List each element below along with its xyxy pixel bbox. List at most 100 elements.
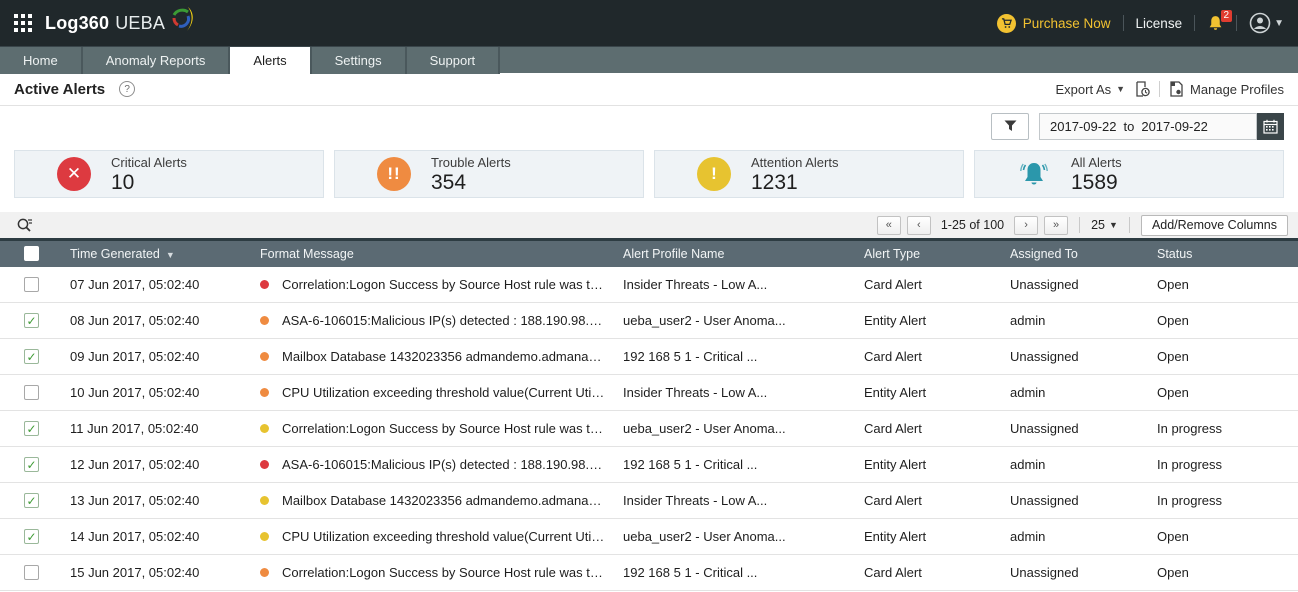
tab-support[interactable]: Support: [406, 47, 501, 74]
next-page-button[interactable]: ›: [1014, 215, 1039, 235]
card-label: Trouble Alerts: [431, 154, 511, 170]
alert-profile-cell: ueba_user2 - User Anoma...: [623, 421, 786, 436]
severity-dot-icon: [260, 460, 269, 469]
status-cell: Open: [1157, 276, 1189, 292]
severity-dot-icon: [260, 496, 269, 505]
date-range-group: 2017-09-22 to 2017-09-22: [1039, 112, 1284, 140]
help-icon[interactable]: ?: [119, 81, 136, 97]
severity-dot-icon: [260, 568, 269, 577]
time-generated-cell: 13 Jun 2017, 05:02:40: [70, 493, 200, 508]
tab-label: Anomaly Reports: [105, 53, 206, 68]
tab-home[interactable]: Home: [0, 47, 83, 74]
row-checkbox[interactable]: ✓: [24, 565, 39, 580]
manage-profiles-button[interactable]: Manage Profiles: [1169, 81, 1284, 97]
format-message-cell[interactable]: CPU Utilization exceeding threshold valu…: [238, 519, 606, 555]
tab-anomaly-reports[interactable]: Anomaly Reports: [82, 47, 231, 74]
row-checkbox[interactable]: ✓: [24, 493, 39, 508]
time-generated-cell: 12 Jun 2017, 05:02:40: [70, 457, 200, 472]
add-remove-columns-button[interactable]: Add/Remove Columns: [1140, 214, 1288, 236]
chevron-down-icon: ▼: [1116, 84, 1126, 94]
tab-settings[interactable]: Settings: [311, 47, 407, 74]
trouble-alerts-card[interactable]: !! Trouble Alerts 354: [334, 150, 644, 198]
table-row: ✓ 13 Jun 2017, 05:02:40 Mailbox Database…: [0, 482, 1298, 519]
tab-alerts[interactable]: Alerts: [230, 47, 312, 74]
row-checkbox[interactable]: ✓: [24, 421, 39, 436]
alert-summary-cards: ✕ Critical Alerts 10 !! Trouble Alerts 3…: [14, 150, 1284, 198]
table-row: ✓ 14 Jun 2017, 05:02:40 CPU Utilization …: [0, 518, 1298, 555]
pagination-range: 1-25 of 100: [940, 218, 1005, 232]
format-message-cell[interactable]: Mailbox Database 1432023356 admandemo.ad…: [238, 483, 606, 519]
column-header-assigned[interactable]: Assigned To: [1010, 246, 1078, 261]
format-message-cell[interactable]: CPU Utilization exceeding threshold valu…: [238, 375, 606, 411]
column-header-message[interactable]: Format Message: [260, 246, 354, 261]
status-cell: Open: [1157, 565, 1189, 580]
filter-button[interactable]: [991, 112, 1029, 140]
alert-type-cell: Card Alert: [864, 493, 922, 508]
format-message-cell[interactable]: Mailbox Database 1432023356 admandemo.ad…: [238, 339, 606, 375]
cart-icon: [996, 13, 1016, 33]
critical-alerts-card[interactable]: ✕ Critical Alerts 10: [14, 150, 324, 198]
all-alerts-card[interactable]: All Alerts 1589: [974, 150, 1284, 198]
column-header-profile[interactable]: Alert Profile Name: [623, 246, 725, 261]
top-bar: Log360 UEBA Purchase Now License 2: [0, 0, 1298, 46]
row-checkbox[interactable]: ✓: [24, 276, 39, 292]
purchase-now-label: Purchase Now: [1022, 15, 1111, 31]
row-checkbox[interactable]: ✓: [24, 313, 39, 328]
schedule-report-icon[interactable]: [1134, 81, 1150, 97]
license-button[interactable]: License: [1135, 15, 1183, 31]
app-suffix: UEBA: [115, 12, 166, 33]
calendar-button[interactable]: [1257, 112, 1284, 140]
assigned-to-cell: Unassigned: [1010, 565, 1079, 580]
chevron-down-icon: ▼: [1109, 220, 1118, 230]
alert-profile-cell: Insider Threats - Low A...: [623, 385, 768, 400]
format-message-cell[interactable]: ASA-6-106015:Malicious IP(s) detected : …: [238, 303, 606, 339]
severity-dot-icon: [260, 388, 269, 397]
time-generated-cell: 15 Jun 2017, 05:02:40: [70, 565, 200, 580]
user-menu[interactable]: ▼: [1249, 12, 1284, 34]
select-all-checkbox[interactable]: [24, 246, 39, 262]
export-as-dropdown[interactable]: Export As ▼: [1055, 82, 1125, 97]
search-icon[interactable]: [16, 217, 33, 233]
toolbar-divider: [1128, 217, 1130, 233]
row-checkbox[interactable]: ✓: [24, 349, 39, 364]
assigned-to-cell: Unassigned: [1010, 421, 1079, 436]
format-message-cell[interactable]: Correlation:Logon Success by Source Host…: [238, 411, 606, 447]
card-value: 10: [111, 170, 135, 194]
date-range-input[interactable]: 2017-09-22 to 2017-09-22: [1039, 112, 1257, 140]
page-size-dropdown[interactable]: 25 ▼: [1091, 218, 1118, 232]
attention-alerts-card[interactable]: ! Attention Alerts 1231: [654, 150, 964, 198]
assigned-to-cell: admin: [1010, 529, 1046, 544]
last-page-button[interactable]: »: [1044, 215, 1069, 235]
alert-profile-cell: Insider Threats - Low A...: [623, 276, 768, 292]
row-checkbox[interactable]: ✓: [24, 529, 39, 544]
card-label: Critical Alerts: [111, 154, 187, 170]
date-to: 2017-09-22: [1141, 118, 1208, 134]
topbar-divider: [1122, 15, 1124, 31]
first-page-button[interactable]: «: [876, 215, 901, 235]
severity-dot-icon: [260, 279, 269, 289]
format-message-cell[interactable]: ASA-6-106015:Malicious IP(s) detected : …: [238, 447, 606, 483]
notifications-bell-icon[interactable]: 2: [1207, 9, 1233, 32]
app-launcher-icon[interactable]: [14, 13, 33, 33]
logo-swoosh-icon: [172, 7, 193, 31]
chevron-down-icon: ▼: [1274, 17, 1284, 29]
row-checkbox[interactable]: ✓: [24, 457, 39, 472]
column-header-status[interactable]: Status: [1157, 246, 1193, 261]
assigned-to-cell: admin: [1010, 385, 1046, 400]
prev-page-button[interactable]: ‹: [906, 215, 931, 235]
column-header-time[interactable]: Time Generated ▼: [70, 246, 175, 261]
date-separator: to: [1123, 118, 1135, 134]
notification-badge: 2: [1220, 9, 1233, 22]
format-message-cell[interactable]: Correlation:Logon Success by Source Host…: [238, 555, 606, 591]
column-header-type[interactable]: Alert Type: [864, 246, 921, 261]
format-message-cell[interactable]: Correlation:Logon Success by Source Host…: [238, 267, 606, 303]
main-nav: Home Anomaly Reports Alerts Settings Sup…: [0, 46, 1298, 74]
card-value: 1231: [751, 170, 798, 194]
assigned-to-cell: Unassigned: [1010, 493, 1079, 508]
row-checkbox[interactable]: ✓: [24, 385, 39, 400]
alert-type-cell: Entity Alert: [864, 457, 927, 472]
time-generated-cell: 08 Jun 2017, 05:02:40: [70, 313, 200, 328]
purchase-now-button[interactable]: Purchase Now: [996, 13, 1111, 33]
card-label: Attention Alerts: [751, 154, 839, 170]
